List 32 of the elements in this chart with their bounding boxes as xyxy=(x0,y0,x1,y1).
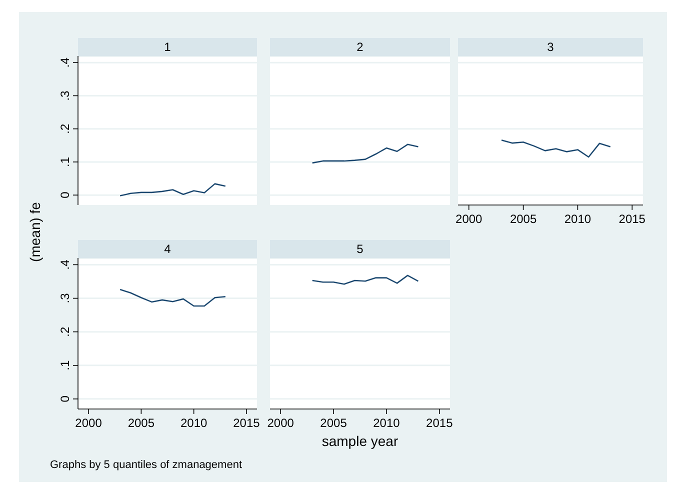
x-tick-label: 2000 xyxy=(75,416,102,430)
y-tick-label: .3 xyxy=(58,90,72,101)
x-tick-label: 2000 xyxy=(267,416,294,430)
y-tick-label: .2 xyxy=(58,124,72,134)
y-tick-label: .4 xyxy=(58,259,72,270)
y-tick-label: .2 xyxy=(58,326,72,337)
x-tick-label: 2000 xyxy=(456,212,483,226)
y-tick-label: .1 xyxy=(58,156,72,167)
x-tick-label: 2005 xyxy=(320,416,348,430)
x-tick-label: 2015 xyxy=(233,416,260,430)
y-tick-label: .4 xyxy=(58,57,72,68)
x-tick-label: 2010 xyxy=(564,212,592,226)
line-series xyxy=(119,183,226,196)
y-tick-label: .3 xyxy=(58,292,72,304)
line-series xyxy=(119,288,226,307)
chart-title: 2 xyxy=(356,40,364,54)
text: Graphs by 5 quantiles of zmanagement xyxy=(50,459,242,471)
x-tick-label: 2005 xyxy=(128,416,155,430)
x-tick-label: 2010 xyxy=(180,416,208,430)
y-axis-title: (mean) fe xyxy=(27,202,43,262)
x-tick-label: 2015 xyxy=(618,212,646,226)
y-tick-label: .1 xyxy=(58,360,72,370)
x-tick-label: 2015 xyxy=(426,416,454,430)
x-axis-title: sample year xyxy=(322,433,398,449)
chart-title: 1 xyxy=(164,40,172,54)
chart-title: 5 xyxy=(356,242,364,256)
x-tick-label: 2010 xyxy=(373,416,400,430)
x-tick-label: 2005 xyxy=(510,212,537,226)
chart-title: 3 xyxy=(547,40,554,54)
y-tick-label: 0 xyxy=(58,191,72,198)
y-tick-label: 0 xyxy=(58,395,72,402)
chart-title: 4 xyxy=(164,242,172,256)
